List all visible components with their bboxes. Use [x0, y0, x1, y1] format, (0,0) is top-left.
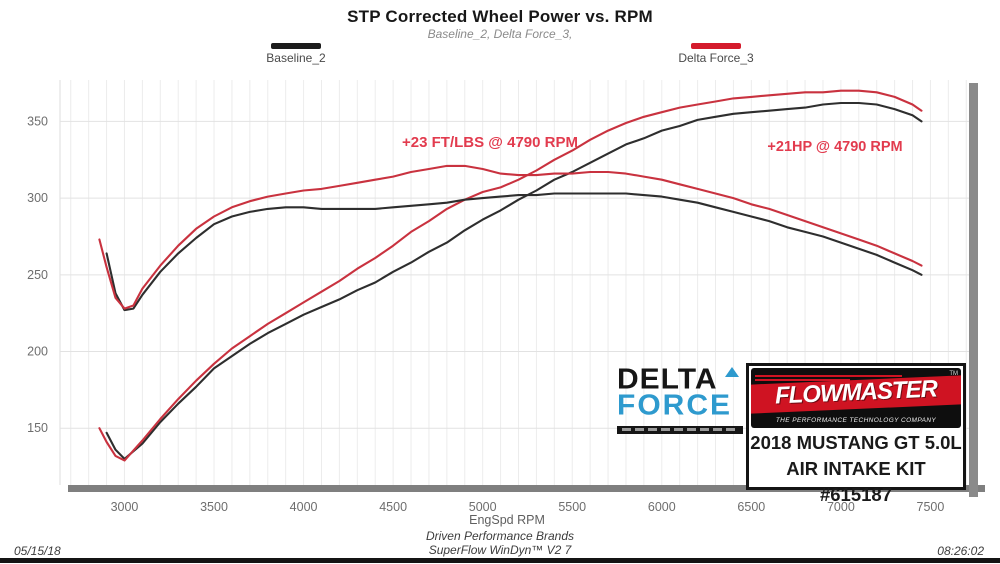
curve-baseline-2-power-hp- [105, 101, 923, 460]
footer-brand-text: Driven Performance Brands [425, 529, 575, 543]
x-tick-label: 4500 [379, 500, 407, 514]
curve-baseline-2-torque-ft-lbs- [105, 192, 923, 312]
y-tick-label: 300 [27, 191, 48, 205]
y-tick-label: 150 [27, 421, 48, 435]
run-date: 05/15/18 [14, 544, 61, 558]
x-tick-label: 5500 [558, 500, 586, 514]
torque-gain-annotation: +23 FT/LBS @ 4790 RPM [402, 134, 578, 151]
legend-swatch-baseline [271, 43, 321, 49]
delta-force-logo-force-text: FORCE [617, 389, 732, 422]
flowmaster-logo: FLOWMASTER TM THE PERFORMANCE TECHNOLOGY… [751, 368, 961, 428]
x-tick-label: 3000 [111, 500, 139, 514]
x-tick-label: 6500 [737, 500, 765, 514]
x-tick-label: 6000 [648, 500, 676, 514]
delta-force-tagline-texture [622, 428, 738, 431]
legend-item-baseline: Baseline_2 [241, 43, 351, 65]
x-tick-label: 3500 [200, 500, 228, 514]
flowmaster-tagline: THE PERFORMANCE TECHNOLOGY COMPANY [775, 417, 937, 424]
x-tick-label: 7000 [827, 500, 855, 514]
y-axis-right-bar [969, 83, 978, 497]
delta-force-logo-delta-text: DELTA [617, 363, 718, 396]
delta-force-logo: DELTA FORCE [617, 363, 745, 438]
trademark-symbol: TM [949, 371, 958, 377]
run-time: 08:26:02 [937, 544, 984, 558]
x-tick-label: 4000 [290, 500, 318, 514]
flowmaster-pinstripe-bottom [755, 379, 850, 381]
curve-delta-force-3-power-hp- [98, 89, 923, 462]
intake-kit-text: AIR INTAKE KIT #615187 [786, 458, 926, 505]
legend-label-baseline: Baseline_2 [266, 51, 326, 65]
footer-software-text: SuperFlow WinDyn™ V2 7 [428, 543, 572, 557]
y-tick-label: 250 [27, 268, 48, 282]
x-tick-label: 7500 [917, 500, 945, 514]
legend-item-delta-force: Delta Force_3 [661, 43, 771, 65]
delta-force-tagline-bar [617, 426, 743, 434]
legend-swatch-delta-force [691, 43, 741, 49]
y-tick-label: 350 [27, 114, 48, 128]
x-axis-label: EngSpd RPM [469, 513, 545, 527]
vehicle-model-text: 2018 MUSTANG GT 5.0L [750, 432, 962, 453]
vehicle-info-box: FLOWMASTER TM THE PERFORMANCE TECHNOLOGY… [746, 363, 966, 505]
bottom-border [0, 558, 1000, 563]
x-axis-bar [68, 485, 985, 492]
chart-subtitle: Baseline_2, Delta Force_3, [427, 27, 573, 41]
triangle-icon [725, 367, 739, 377]
legend-label-delta-force: Delta Force_3 [678, 51, 754, 65]
chart-title: STP Corrected Wheel Power vs. RPM [347, 7, 653, 26]
power-gain-annotation: +21HP @ 4790 RPM [767, 139, 903, 155]
curve-delta-force-3-torque-ft-lbs- [98, 164, 923, 310]
flowmaster-pinstripe-top [755, 375, 902, 377]
x-tick-label: 5000 [469, 500, 497, 514]
y-tick-label: 200 [27, 345, 48, 359]
